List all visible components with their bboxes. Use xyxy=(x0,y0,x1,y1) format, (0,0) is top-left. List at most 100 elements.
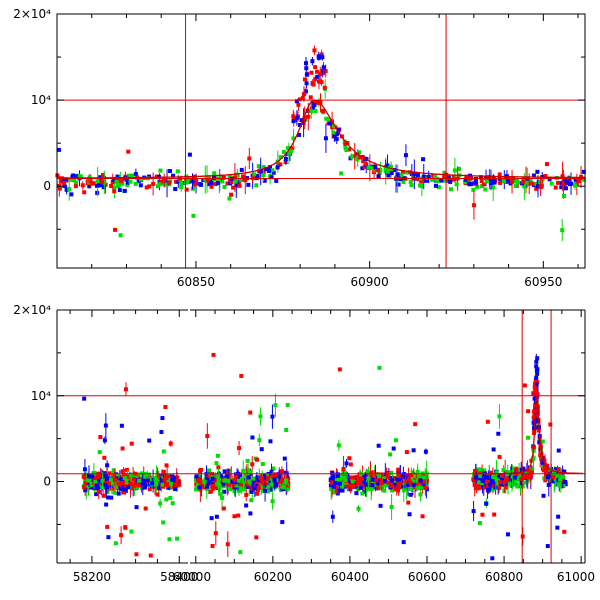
data-point xyxy=(136,179,141,184)
data-point xyxy=(485,475,490,480)
data-point xyxy=(234,183,239,188)
data-point xyxy=(480,481,485,486)
data-point xyxy=(420,514,425,519)
data-point xyxy=(463,180,468,185)
data-point xyxy=(368,471,373,476)
data-point xyxy=(355,482,360,487)
data-point xyxy=(112,185,117,190)
data-point xyxy=(492,482,497,487)
data-point xyxy=(268,439,273,444)
data-point xyxy=(562,469,567,474)
data-point xyxy=(561,193,566,198)
data-point xyxy=(535,371,540,376)
data-point xyxy=(87,184,92,189)
data-point xyxy=(127,477,132,482)
y-tick-label: 0 xyxy=(43,475,51,489)
data-point xyxy=(355,152,360,157)
data-point xyxy=(216,465,221,470)
data-point xyxy=(89,479,94,484)
data-point xyxy=(516,476,521,481)
data-point xyxy=(477,467,482,472)
data-point xyxy=(560,228,565,233)
data-point xyxy=(496,485,501,490)
data-point xyxy=(110,471,115,476)
data-point xyxy=(225,542,230,547)
data-point xyxy=(147,184,152,189)
data-point xyxy=(473,486,478,491)
data-point xyxy=(175,169,180,174)
data-point xyxy=(222,469,227,474)
data-point xyxy=(140,486,145,491)
data-point xyxy=(278,162,283,167)
data-point xyxy=(370,477,375,482)
data-point xyxy=(151,181,156,186)
data-point xyxy=(230,479,235,484)
data-point xyxy=(115,174,120,179)
data-point xyxy=(475,184,480,189)
data-point xyxy=(464,174,469,179)
data-point xyxy=(126,173,131,178)
data-point xyxy=(526,409,531,414)
data-point xyxy=(119,481,124,486)
data-point xyxy=(376,486,381,491)
data-point xyxy=(269,175,274,180)
data-point xyxy=(164,463,169,468)
data-point xyxy=(279,469,284,474)
data-point xyxy=(369,486,374,491)
data-point xyxy=(398,177,403,182)
data-point xyxy=(259,477,264,482)
data-point xyxy=(268,476,273,481)
data-point xyxy=(202,485,207,490)
data-point xyxy=(260,168,265,173)
data-point xyxy=(332,124,337,129)
data-point xyxy=(209,516,214,521)
data-point xyxy=(206,468,211,473)
data-point xyxy=(320,109,325,114)
data-point xyxy=(205,433,210,438)
data-point xyxy=(163,405,168,410)
data-point xyxy=(334,478,339,483)
data-point xyxy=(229,477,234,482)
data-point xyxy=(418,492,423,497)
data-point xyxy=(535,169,540,174)
data-point xyxy=(218,492,223,497)
data-point xyxy=(177,482,182,487)
data-point xyxy=(482,485,487,490)
data-point xyxy=(122,487,127,492)
data-point xyxy=(493,477,498,482)
data-point xyxy=(315,69,320,74)
data-point xyxy=(535,391,540,396)
data-point xyxy=(168,495,173,500)
data-point xyxy=(352,154,357,159)
data-point xyxy=(119,423,124,428)
data-point xyxy=(255,174,260,179)
data-point xyxy=(472,482,477,487)
data-point xyxy=(129,481,134,486)
data-point xyxy=(515,180,520,185)
data-point xyxy=(291,114,296,119)
data-point xyxy=(332,134,337,139)
data-point xyxy=(557,480,562,485)
data-point xyxy=(296,102,301,107)
data-point xyxy=(216,477,221,482)
data-point xyxy=(261,165,266,170)
data-point xyxy=(72,178,77,183)
data-point xyxy=(257,438,262,443)
data-point xyxy=(342,475,347,480)
data-point xyxy=(246,484,251,489)
data-point xyxy=(133,181,138,186)
data-point xyxy=(484,477,489,482)
data-point xyxy=(204,484,209,489)
data-point xyxy=(96,489,101,494)
data-point xyxy=(484,479,489,484)
data-point xyxy=(556,180,561,185)
y-tick-label: 10⁴ xyxy=(31,93,51,107)
data-point xyxy=(88,179,93,184)
data-point xyxy=(486,175,491,180)
data-point xyxy=(301,120,306,125)
data-point xyxy=(546,482,551,487)
data-point xyxy=(115,473,120,478)
data-point xyxy=(527,181,532,186)
data-point xyxy=(94,483,99,488)
